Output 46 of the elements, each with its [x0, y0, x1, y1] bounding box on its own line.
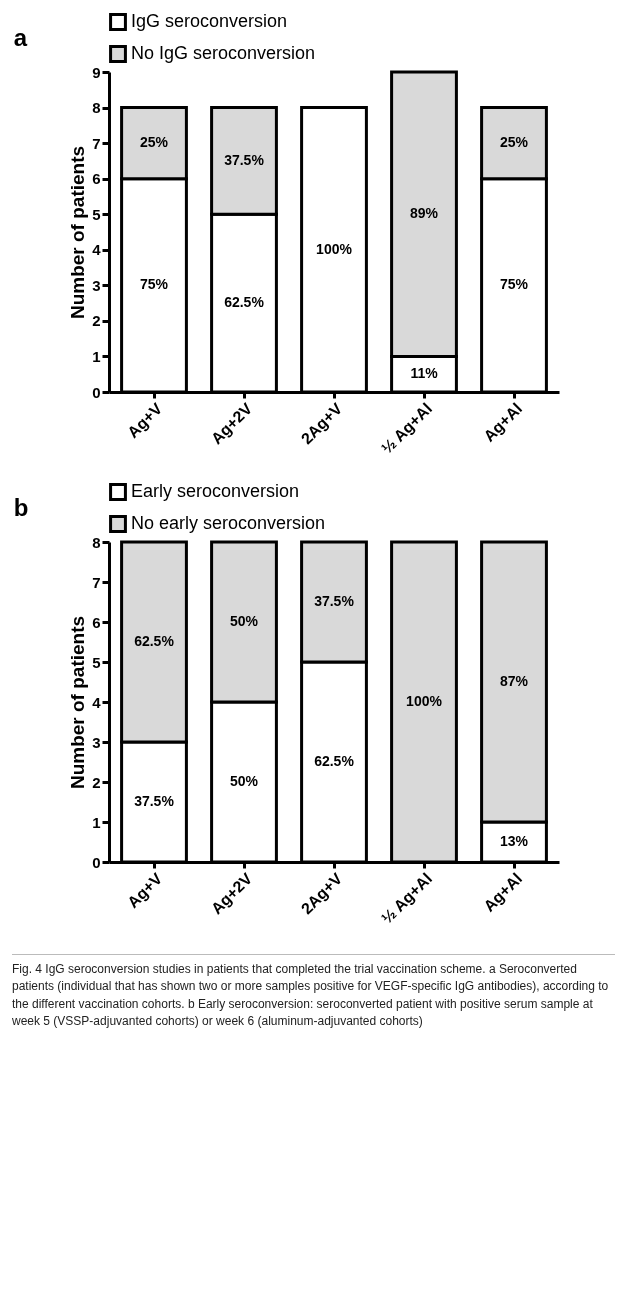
y-tick-label: 1 [92, 347, 101, 365]
annotation: 100% [406, 693, 443, 709]
annotation: 87% [499, 673, 529, 689]
y-tick-label: 2 [92, 773, 101, 791]
annotation: 25% [139, 134, 169, 151]
annotation: 25% [499, 134, 529, 151]
legend-label: IgG seroconversion [131, 11, 288, 31]
y-tick-label: 0 [92, 383, 101, 401]
y-tick-label: 9 [92, 63, 101, 81]
annotation: 62.5% [134, 633, 175, 649]
y-tick-label: 7 [92, 134, 101, 152]
chart-title: a [13, 24, 28, 51]
annotation: 50% [229, 613, 259, 629]
y-tick-label: 3 [92, 733, 101, 751]
y-tick-label: 5 [92, 205, 101, 223]
y-tick-label: 3 [92, 276, 101, 294]
y-tick-label: 4 [92, 693, 102, 711]
y-tick-label: 6 [92, 170, 101, 188]
legend-label: Early seroconversion [131, 481, 300, 501]
y-tick-label: 4 [92, 241, 102, 259]
y-tick-label: 6 [92, 613, 101, 631]
y-tick-label: 7 [92, 573, 101, 591]
annotation: 37.5% [134, 793, 175, 809]
y-tick-label: 2 [92, 312, 101, 330]
annotation: 37.5% [314, 593, 355, 609]
annotation: 62.5% [224, 294, 265, 311]
y-tick-label: 8 [92, 533, 101, 551]
annotation: 75% [139, 276, 169, 293]
annotation: 100% [316, 240, 353, 257]
chart-title: b [13, 494, 29, 521]
annotation: 13% [499, 833, 529, 849]
y-tick-label: 0 [92, 853, 101, 871]
y-axis-title: Number of patients [67, 145, 89, 320]
y-tick-label: 5 [92, 653, 101, 671]
y-tick-label: 1 [92, 813, 101, 831]
annotation: 62.5% [314, 753, 355, 769]
legend-label: No IgG seroconversion [131, 43, 316, 63]
annotation: 50% [229, 773, 259, 789]
annotation: 11% [410, 365, 439, 382]
y-axis-title: Number of patients [67, 615, 89, 790]
legend-label: No early seroconversion [131, 513, 326, 533]
caption: Fig. 4 IgG seroconversion studies in patients that completed the trial vaccination scheme. a Seroconverted patients (individual that has shown two or more samples positive for VEGF-specific IgG antibodies), according to the different vaccination cohorts. b Early seroconversion: seroconverted patient with positive serum sample at week 5 (VSSP-adjuvanted cohorts) or week 6 (aluminum-adjuvanted cohorts) [12, 954, 615, 1031]
annotation: 75% [499, 276, 529, 293]
annotation: 89% [409, 205, 439, 222]
annotation: 37.5% [224, 151, 265, 168]
y-tick-label: 8 [92, 99, 101, 117]
